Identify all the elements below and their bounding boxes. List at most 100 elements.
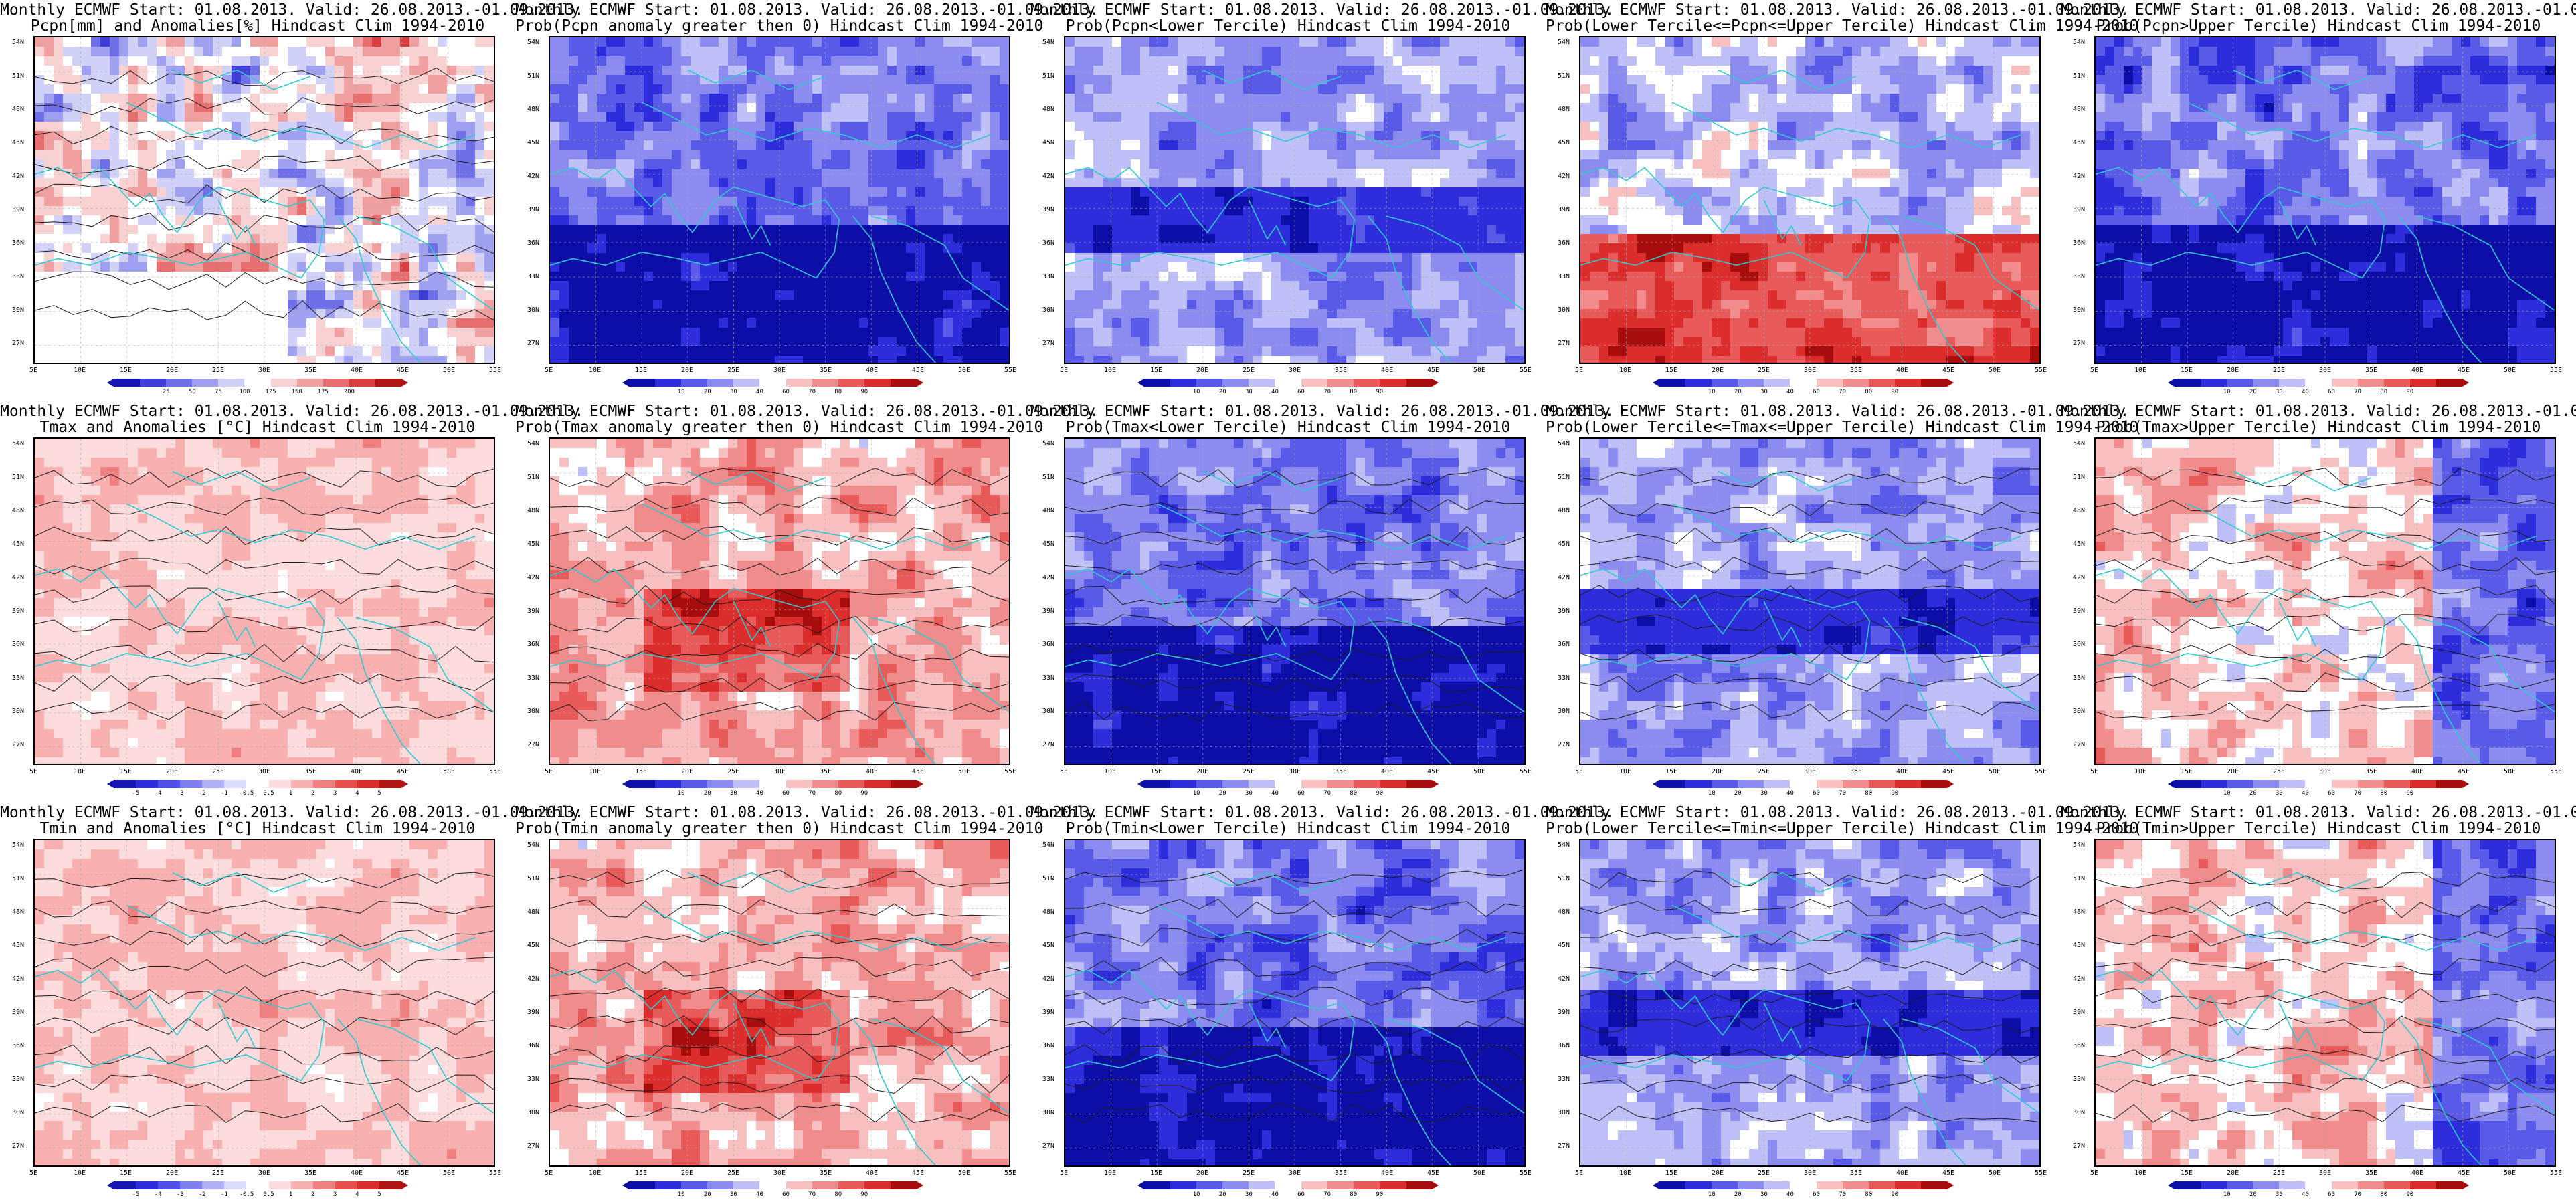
colorbar-low-triangle	[1653, 379, 1659, 387]
lon-tick-label: 30E	[1800, 768, 1820, 775]
colorbar-label: 60	[1291, 389, 1311, 395]
lat-tick-label: 45N	[1042, 942, 1063, 949]
lat-tick-label: 42N	[12, 975, 32, 983]
lon-tick-label: 20E	[162, 768, 182, 775]
lat-tick-label: 39N	[2073, 607, 2093, 615]
colorbar-high-triangle	[2462, 780, 2469, 788]
lat-tick-label: 36N	[2073, 641, 2093, 648]
lon-tick-label: 30E	[1285, 367, 1305, 374]
colorbar-swatch	[2305, 1181, 2332, 1189]
lat-tick-label: 51N	[1558, 474, 1578, 481]
lat-tick-label: 30N	[2073, 306, 2093, 314]
lat-tick-label: 45N	[12, 942, 32, 949]
colorbar-label: -3	[170, 1191, 190, 1198]
colorbar	[1653, 379, 1954, 387]
lat-tick-label: 27N	[527, 340, 547, 347]
lon-tick-label: 10E	[1100, 768, 1120, 775]
lon-tick-label: 45E	[2454, 367, 2474, 374]
lon-tick-label: 10E	[1100, 1169, 1120, 1177]
colorbar-swatch	[114, 780, 136, 788]
lat-tick-label: 33N	[527, 674, 547, 682]
colorbar-swatch	[224, 1181, 247, 1189]
colorbar	[1137, 780, 1439, 788]
lat-tick-label: 48N	[1558, 507, 1578, 514]
colorbar-swatch	[890, 379, 917, 387]
colorbar	[622, 1181, 923, 1189]
colorbar-swatch	[2201, 1181, 2227, 1189]
map-area	[1579, 36, 2041, 364]
colorbar-swatch	[1842, 1181, 1869, 1189]
lat-tick-label: 30N	[527, 306, 547, 314]
colorbar-swatch	[192, 379, 219, 387]
lon-tick-label: 10E	[1615, 1169, 1635, 1177]
colorbar-swatch	[786, 1181, 813, 1189]
lon-tick-label: 50E	[954, 1169, 974, 1177]
colorbar-label: 80	[828, 1191, 848, 1198]
colorbar-label: 60	[776, 389, 796, 395]
lat-tick-label: 36N	[527, 1042, 547, 1049]
colorbar-high-triangle	[1947, 379, 1954, 387]
lon-tick-label: 50E	[2500, 1169, 2520, 1177]
colorbar-high-triangle	[1947, 1181, 1954, 1189]
lat-tick-label: 51N	[12, 474, 32, 481]
colorbar-swatch	[1222, 379, 1249, 387]
colorbar-swatch	[158, 1181, 181, 1189]
lat-tick-label: 51N	[527, 474, 547, 481]
colorbar-swatch	[629, 1181, 656, 1189]
colorbar-label: -0.5	[236, 1191, 256, 1198]
lat-tick-label: 42N	[1042, 574, 1063, 581]
colorbar	[1653, 780, 1954, 788]
lon-tick-label: 50E	[954, 367, 974, 374]
lat-tick-label: 30N	[12, 708, 32, 715]
lon-tick-label: 35E	[1846, 768, 1866, 775]
panel-title-line2: Pcpn[mm] and Anomalies[%] Hindcast Clim …	[0, 17, 515, 35]
colorbar-label: -4	[148, 790, 168, 797]
lon-tick-label: 55E	[485, 1169, 505, 1177]
lon-tick-label: 20E	[1708, 1169, 1728, 1177]
colorbar-swatch	[1790, 1181, 1817, 1189]
lon-tick-label: 5E	[539, 1169, 559, 1177]
colorbar-swatch	[2253, 379, 2280, 387]
lat-tick-label: 48N	[12, 507, 32, 514]
colorbar-label: 20	[1212, 389, 1232, 395]
colorbar-low-triangle	[1653, 780, 1659, 788]
map-canvas	[1580, 439, 2039, 764]
lat-tick-label: 42N	[1558, 173, 1578, 180]
lat-tick-label: 39N	[1558, 1009, 1578, 1016]
lat-tick-label: 27N	[1042, 1142, 1063, 1150]
map-area	[2094, 839, 2556, 1167]
lat-tick-label: 45N	[2073, 540, 2093, 548]
lon-tick-label: 25E	[1238, 768, 1259, 775]
lat-tick-label: 27N	[527, 1142, 547, 1150]
colorbar-label: 70	[1833, 790, 1853, 797]
colorbar-label: 20	[697, 389, 717, 395]
lon-tick-label: 15E	[1661, 1169, 1681, 1177]
colorbar-swatch	[2331, 379, 2359, 387]
lon-tick-label: 10E	[70, 768, 90, 775]
lon-tick-label: 25E	[723, 768, 743, 775]
colorbar-label: 40	[1780, 790, 1800, 797]
lat-tick-label: 33N	[1042, 674, 1063, 682]
colorbar-swatch	[2331, 780, 2359, 788]
map-canvas	[550, 439, 1009, 764]
colorbar-label: 40	[749, 1191, 769, 1198]
colorbar-label: 30	[723, 790, 743, 797]
lat-tick-label: 39N	[2073, 1009, 2093, 1016]
colorbar-label: 90	[2400, 389, 2420, 395]
colorbar-swatch	[246, 1181, 270, 1189]
colorbar-swatch	[114, 1181, 136, 1189]
lon-tick-label: 40E	[347, 1169, 367, 1177]
colorbar-label: 70	[2348, 389, 2368, 395]
colorbar-swatch	[202, 1181, 225, 1189]
colorbar-high-triangle	[2462, 1181, 2469, 1189]
colorbar-label: 80	[828, 790, 848, 797]
colorbar-label: 200	[339, 389, 359, 395]
lat-tick-label: 45N	[12, 139, 32, 146]
panel-title-line2: Prob(Tmin<Lower Tercile) Hindcast Clim 1…	[1030, 820, 1546, 837]
lon-tick-label: 40E	[862, 367, 882, 374]
lat-tick-label: 30N	[527, 708, 547, 715]
lon-tick-label: 5E	[539, 367, 559, 374]
lat-tick-label: 39N	[2073, 206, 2093, 213]
colorbar-swatch	[357, 1181, 380, 1189]
colorbar-label: 90	[854, 389, 875, 395]
